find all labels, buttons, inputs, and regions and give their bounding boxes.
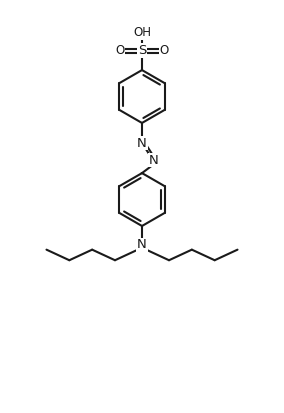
- Text: OH: OH: [133, 26, 151, 39]
- Text: N: N: [148, 154, 158, 167]
- Text: N: N: [137, 238, 147, 252]
- Text: N: N: [137, 137, 147, 150]
- Text: S: S: [138, 44, 146, 57]
- Text: O: O: [159, 44, 168, 57]
- Text: O: O: [116, 44, 125, 57]
